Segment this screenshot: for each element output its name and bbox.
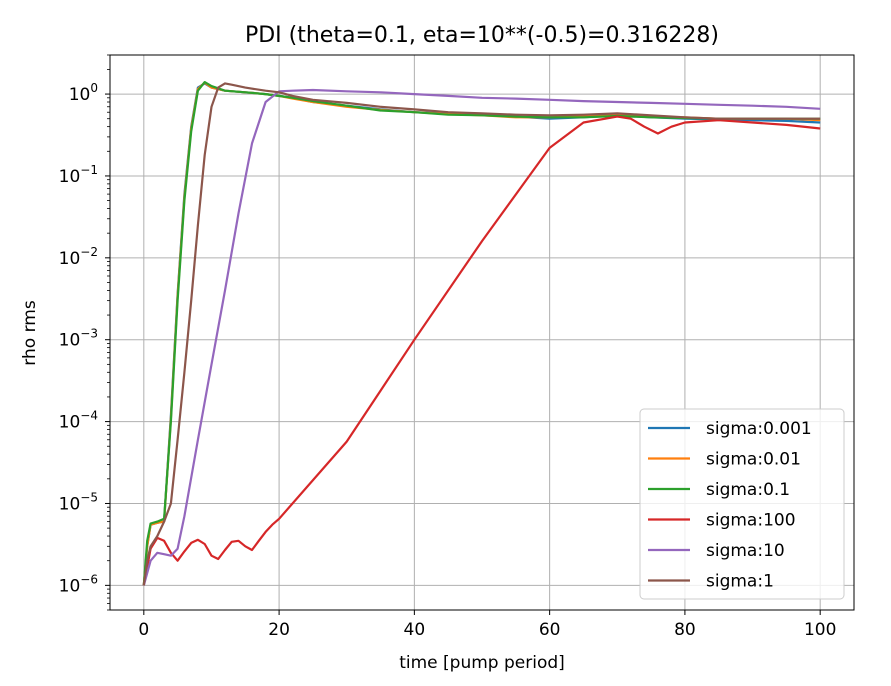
y-tick-label: 10−1 [59,163,98,187]
y-tick-label: 10−2 [59,245,98,269]
y-tick-label: 100 [69,81,98,105]
legend-box [639,408,845,600]
y-tick-base: 10 [59,413,81,433]
x-axis-label: time [pump period] [399,653,565,673]
y-tick-exponent: 0 [90,81,98,95]
y-tick-exponent: −5 [80,490,98,504]
legend-label: sigma:0.01 [706,450,801,470]
y-tick-exponent: −1 [80,163,98,177]
series-line [142,88,821,586]
y-tick-base: 10 [59,167,81,187]
plot-frame [109,54,855,611]
series-line [142,81,821,586]
y-tick-label: 10−4 [59,409,98,433]
y-tick-exponent: −6 [80,572,98,586]
y-tick-label: 10−6 [59,572,98,596]
y-tick-label: 10−3 [59,327,98,351]
x-tick-label: 20 [268,620,290,640]
legend: sigma:0.001 sigma:0.01 sigma:0.1 sigma:100 s… [639,408,845,600]
x-axis-ticks: 0 20 40 60 80 100 [138,610,836,640]
series-line [142,115,821,586]
legend-label: sigma:10 [706,541,785,561]
x-tick-label: 40 [404,620,426,640]
grid [110,55,854,610]
series-group [142,81,821,586]
y-tick-base: 10 [59,494,81,514]
series-line [142,82,821,586]
y-tick-base: 10 [59,576,81,596]
x-tick-label: 80 [674,620,696,640]
y-tick-exponent: −3 [80,327,98,341]
y-axis-label: rho rms [20,300,40,366]
legend-label: sigma:100 [706,511,796,531]
x-tick-label: 0 [138,620,149,640]
chart-title: PDI (theta=0.1, eta=10**(-0.5)=0.316228) [245,23,719,48]
legend-label: sigma:0.1 [706,480,790,500]
y-tick-exponent: −4 [80,409,98,423]
y-tick-base: 10 [59,249,81,269]
x-tick-label: 60 [539,620,561,640]
y-tick-base: 10 [69,85,91,105]
y-tick-exponent: −2 [80,245,98,259]
y-tick-base: 10 [59,331,81,351]
y-tick-label: 10−5 [59,490,98,514]
legend-label: sigma:1 [706,572,774,592]
x-tick-label: 100 [804,620,836,640]
legend-label: sigma:0.001 [706,419,812,439]
